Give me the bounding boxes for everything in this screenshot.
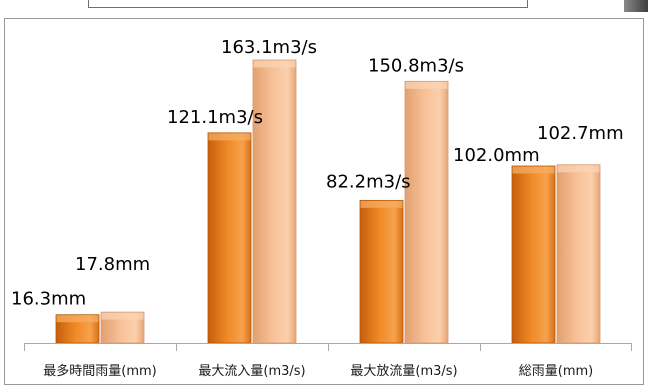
bar-series2-cat3 bbox=[404, 80, 449, 344]
bar-series1-cat2 bbox=[207, 132, 252, 344]
data-label: 102.7mm bbox=[537, 123, 624, 144]
bar-rect bbox=[556, 164, 601, 344]
category-label: 総雨量(mm) bbox=[519, 364, 593, 379]
bar-cap bbox=[56, 315, 99, 323]
bar-series1-cat3 bbox=[359, 199, 404, 344]
data-label: 102.0mm bbox=[453, 145, 540, 166]
corner-photo bbox=[624, 0, 648, 12]
bars-layer bbox=[55, 59, 601, 344]
bar-cap bbox=[405, 81, 448, 89]
data-label: 163.1m3/s bbox=[221, 37, 317, 58]
bar-series1-cat1 bbox=[55, 314, 100, 344]
bar-cap bbox=[101, 312, 144, 320]
data-label: 150.8m3/s bbox=[368, 55, 464, 76]
data-label: 82.2m3/s bbox=[326, 171, 411, 192]
bar-series1-cat4 bbox=[511, 165, 556, 344]
bar-rect bbox=[404, 80, 449, 344]
bar-rect bbox=[511, 165, 556, 344]
data-labels-layer: 16.3mm 17.8mm 121.1m3/s 163.1m3/s 82.2m3/s 15… bbox=[11, 37, 624, 310]
bar-rect bbox=[252, 59, 297, 344]
category-label: 最多時間雨量(mm) bbox=[43, 363, 156, 379]
data-label: 17.8mm bbox=[75, 254, 150, 275]
data-label: 16.3mm bbox=[11, 289, 86, 310]
data-label: 121.1m3/s bbox=[167, 107, 263, 128]
top-frame bbox=[88, 0, 528, 8]
bar-cap bbox=[253, 60, 296, 68]
x-axis: 最多時間雨量(mm) 最大流入量(m3/s) 最大放流量(m3/s) 総雨量(mm) bbox=[24, 343, 632, 379]
bar-cap bbox=[512, 166, 555, 174]
bar-cap bbox=[208, 133, 251, 141]
bar-rect bbox=[359, 199, 404, 344]
category-label: 最大流入量(m3/s) bbox=[198, 364, 305, 379]
bar-cap bbox=[557, 165, 600, 173]
bar-cap bbox=[360, 200, 403, 208]
bar-series2-cat2 bbox=[252, 59, 297, 344]
bar-rect bbox=[207, 132, 252, 344]
bar-series2-cat4 bbox=[556, 164, 601, 344]
category-label: 最大放流量(m3/s) bbox=[350, 364, 457, 379]
bar-series2-cat1 bbox=[100, 311, 145, 344]
